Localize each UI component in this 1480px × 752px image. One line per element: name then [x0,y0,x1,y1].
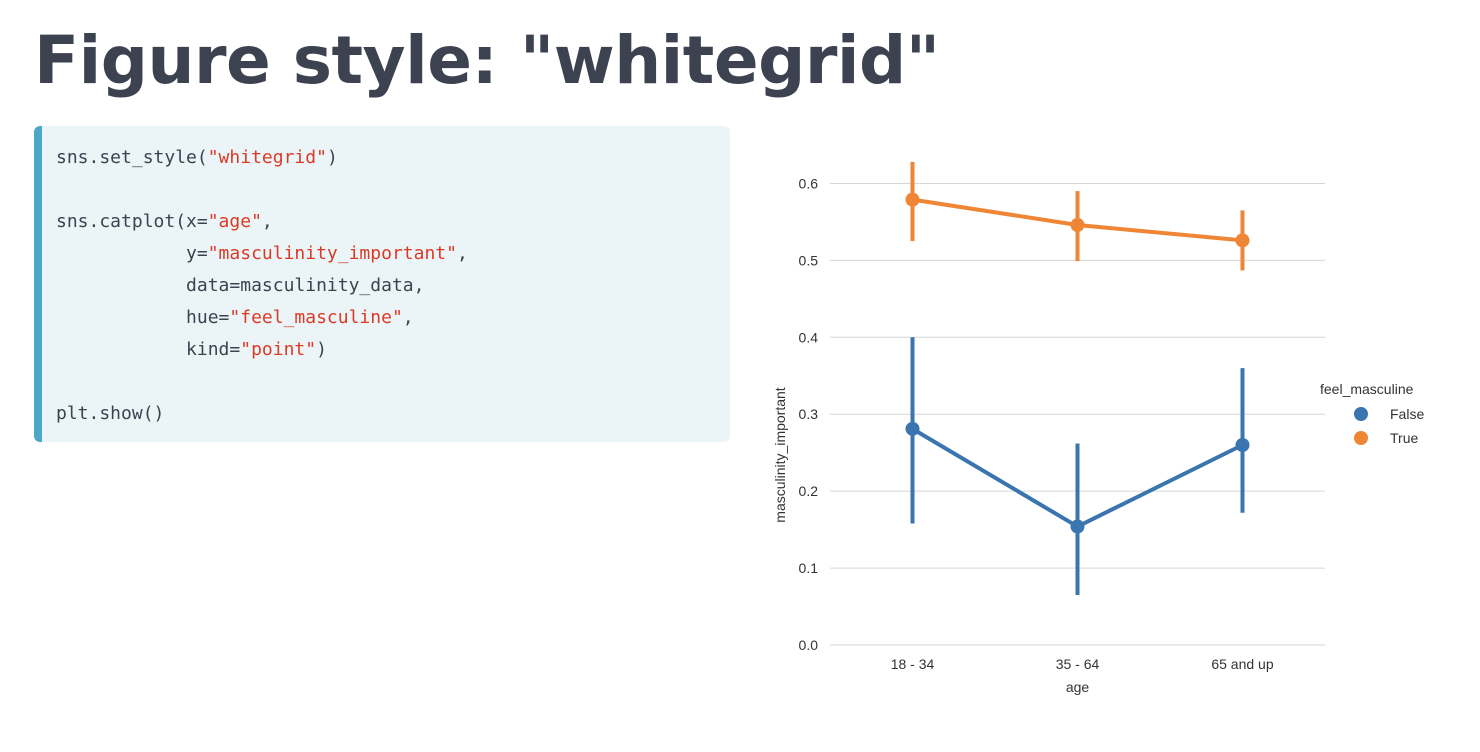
code-text: , [261,211,273,232]
point-plot-svg: 0.0 0.1 0.2 0.3 0.4 0.5 0.6 18 - 34 35 - 64 65 an… [772,161,1424,695]
code-text: hue= [56,307,230,328]
y-axis-label: masculinity_important [772,387,788,522]
code-string: "masculinity_important" [207,243,457,264]
code-text: sns.catplot(x= [56,211,208,232]
legend-label: False [1390,406,1424,422]
code-text: data=masculinity_data, [56,275,425,296]
y-tick-label: 0.4 [799,329,819,345]
data-point [1070,519,1085,534]
code-line [56,366,730,398]
x-axis-label: age [1066,679,1090,695]
code-string: "age" [207,211,262,232]
legend-marker [1354,407,1368,421]
data-point [1070,218,1085,232]
legend-label: True [1390,430,1418,446]
legend-title: feel_masculine [1320,381,1414,397]
code-string: "feel_masculine" [229,307,403,328]
point-plot: 0.0 0.1 0.2 0.3 0.4 0.5 0.6 18 - 34 35 - 64 65 an… [750,130,1470,710]
x-tick-label: 18 - 34 [891,656,935,672]
y-tick-label: 0.6 [799,175,819,191]
x-tick-label: 35 - 64 [1056,656,1100,672]
code-text: ) [326,147,338,168]
y-tick-label: 0.5 [799,252,819,268]
code-line: data=masculinity_data, [56,270,730,302]
y-tick-label: 0.3 [799,406,819,422]
y-tick-label: 0.1 [799,560,819,576]
slide-title: Figure style: "whitegrid" [34,22,940,99]
code-line [56,174,730,206]
x-tick-label: 65 and up [1211,656,1273,672]
y-tick-label: 0.0 [799,637,819,653]
code-string: "whitegrid" [207,147,327,168]
code-text: plt.show() [56,403,165,424]
code-line: sns.catplot(x="age", [56,206,730,238]
y-tick-label: 0.2 [799,483,819,499]
legend-marker [1354,431,1368,445]
code-line: plt.show() [56,398,730,430]
code-block: sns.set_style("whitegrid") sns.catplot(x… [34,126,730,442]
data-point [905,192,920,207]
code-line: y="masculinity_important", [56,238,730,270]
code-line: kind="point") [56,334,730,366]
code-text: kind= [56,339,241,360]
code-line: sns.set_style("whitegrid") [56,142,730,174]
code-text: ) [316,339,327,360]
data-point [905,421,920,436]
code-string: "point" [240,339,317,360]
code-text: sns.set_style( [56,147,208,168]
code-text: y= [56,243,208,264]
code-text: , [402,307,414,328]
data-point [1235,438,1250,452]
code-line: hue="feel_masculine", [56,302,730,334]
data-point [1235,233,1250,248]
code-text: , [456,243,468,264]
